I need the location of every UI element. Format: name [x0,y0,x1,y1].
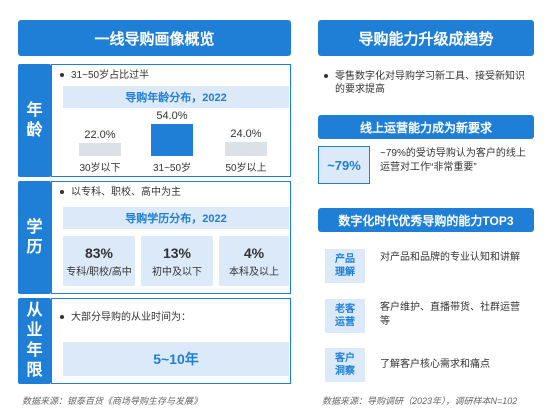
age-bar-chart: 22.0% 30岁以下 54.0% 31~50岁 24.0% 50岁以上 [60,108,290,178]
age-bar-category-label: 31~50岁 [152,163,192,174]
education-item-label: 专科/职校/高中 [66,266,132,278]
ability-tag-line: 产品 [335,254,355,265]
age-bar-category-label: 50岁以上 [225,163,267,174]
education-item-value: 83% [84,244,114,261]
ability-tag-line: 客户 [335,353,355,364]
online-ability-head: 线上运营能力成为新要求 [318,115,534,139]
tenure-side-char: 年 [26,342,43,359]
education-item-value: 4% [243,244,265,261]
age-bar-value-label: 54.0% [156,110,188,122]
tenure-bullet: 大部分导购的从业时间为： [60,311,285,324]
bullet-dot [60,73,64,77]
age-side-char: 龄 [26,121,43,139]
right-bullet: 零售数字化对导购学习新工具、接受新知识的要求提高 [324,70,529,96]
ability-tag: 产品 理解 [325,249,365,283]
education-item-value: 13% [162,244,192,261]
ability-tag-line: 运营 [335,317,355,328]
ability-tag-line: 洞察 [335,366,355,377]
ability-text: 了解客户核心需求和痛点 [380,359,490,370]
education-item: 13% 初中及以下 [141,236,213,286]
education-side-char: 历 [26,238,43,256]
ability-text: 客户维护、直播带货、社群运营等 [380,302,520,327]
age-chart-title: 导购年龄分布，2022 [63,86,289,108]
ability-text: 对产品和品牌的专业认知和讲解 [380,252,520,263]
age-bullet-text: 31~50岁占比过半 [71,70,150,81]
ability-tag: 老客 运营 [325,299,365,333]
age-bar-value-label: 22.0% [84,129,116,141]
left-title-banner: 一线导购画像概览 [18,20,291,56]
ability-tag-line: 理解 [335,267,355,278]
tenure-value-box: 5~10年 [63,342,289,376]
education-bullet: 以专科、职校、高中为主 [60,186,285,199]
age-bullet: 31~50岁占比过半 [60,69,285,82]
right-bullet-text: 零售数字化对导购学习新工具、接受新知识的要求提高 [335,71,525,95]
stat-text: ~79%的受访导购认为客户的线上运营对工作“非常重要” [380,148,526,173]
right-title-banner: 导购能力升级成趋势 [318,20,534,56]
tenure-bullet-text: 大部分导购的从业时间为： [71,312,191,323]
education-item: 83% 专科/职校/高中 [63,236,135,286]
age-bar [225,142,267,156]
tenure-side-char: 限 [26,362,43,379]
education-chart-title: 导购学历分布，2022 [63,207,289,229]
age-bar [79,143,121,156]
age-panel [51,64,291,177]
education-side-char: 学 [26,218,43,236]
age-side-char: 年 [26,101,43,119]
stat-box: ~79% [318,146,370,184]
tenure-side-label: 从 业 年 限 [18,298,51,384]
tenure-side-char: 业 [26,322,43,339]
age-bar [151,124,193,156]
education-side-label: 学 历 [18,181,51,294]
stat-value: ~79% [327,157,361,173]
education-item-label: 本科及以上 [229,266,279,278]
bullet-dot [60,190,64,194]
bullet-dot [60,315,64,319]
education-item-label: 初中及以下 [152,266,202,278]
age-bar-value-label: 24.0% [230,128,262,140]
tenure-side-char: 从 [26,302,43,319]
top3-head: 数字化时代优秀导购的能力TOP3 [318,208,534,232]
education-bullet-text: 以专科、职校、高中为主 [71,187,181,198]
age-side-label: 年 龄 [18,64,51,177]
ability-tag: 客户 洞察 [325,348,365,382]
ability-tag-line: 老客 [335,304,355,315]
education-item: 4% 本科及以上 [219,236,289,286]
age-bar-category-label: 30岁以下 [79,163,121,174]
bullet-dot [324,74,328,78]
right-source: 数据来源：导购调研（2023年），调研样本N=102 [322,396,518,406]
left-source: 数据来源：银泰百货《商场导购生存与发展》 [22,396,203,406]
